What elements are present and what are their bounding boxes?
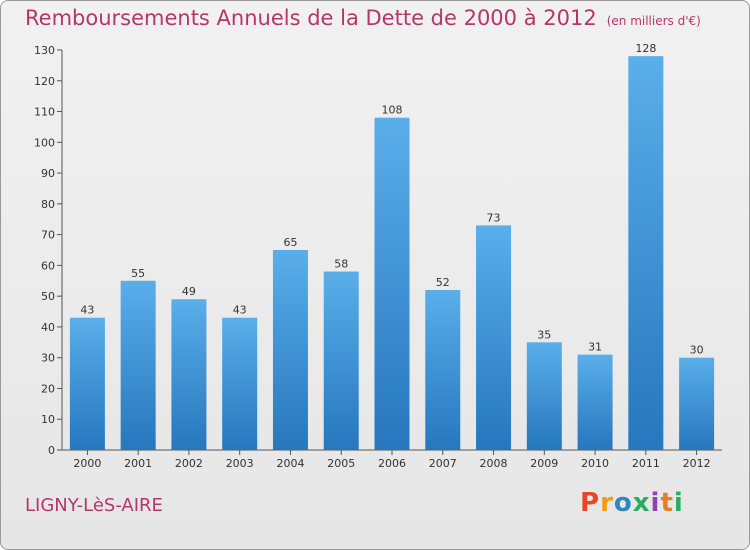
x-tick-label: 2000 [73,457,101,470]
bar [628,56,664,451]
data-label: 35 [537,328,551,341]
bar [679,357,715,450]
chart-title: Remboursements Annuels de la Dette de 20… [25,6,701,30]
y-tick-label: 100 [34,136,55,149]
y-tick-label: 90 [41,167,55,180]
y-tick-label: 40 [41,321,55,334]
data-label: 43 [233,304,247,317]
logo-letter: r [600,488,614,518]
x-tick-label: 2002 [175,457,203,470]
logo-letter: i [650,488,661,518]
data-label: 52 [436,276,450,289]
data-label: 65 [283,236,297,249]
chart-title-text: Remboursements Annuels de la Dette de 20… [25,6,597,30]
commune-name: LIGNY-LèS-AIRE [25,495,163,516]
chart-subtitle: (en milliers d'€) [606,14,701,28]
bar [526,342,562,450]
x-tick-label: 2003 [226,457,254,470]
logo-letter: x [632,488,651,518]
y-tick-label: 80 [41,198,55,211]
x-tick-label: 2004 [276,457,304,470]
bar [577,354,613,450]
data-label: 49 [182,285,196,298]
bar [374,117,410,450]
y-tick-label: 20 [41,382,55,395]
logo-letter: i [673,488,684,518]
bar [171,299,207,450]
bar [222,317,258,450]
x-tick-label: 2006 [378,457,406,470]
data-label: 43 [80,304,94,317]
y-tick-label: 0 [48,444,55,457]
bar [476,225,512,450]
x-tick-label: 2001 [124,457,152,470]
bar [323,271,359,450]
logo-letter: t [660,488,674,518]
data-label: 30 [690,344,704,357]
y-tick-label: 120 [34,75,55,88]
bar [120,280,156,450]
x-tick-label: 2009 [530,457,558,470]
x-tick-label: 2010 [581,457,609,470]
y-tick-label: 110 [34,106,55,119]
x-tick-label: 2005 [327,457,355,470]
data-label: 31 [588,341,602,354]
data-label: 73 [487,211,501,224]
y-tick-label: 30 [41,352,55,365]
data-label: 108 [382,104,403,117]
logo-letter: o [613,488,633,518]
data-label: 58 [334,258,348,271]
x-tick-label: 2012 [683,457,711,470]
y-tick-label: 130 [34,44,55,57]
bar [272,250,308,450]
data-label: 55 [131,267,145,280]
y-tick-label: 70 [41,229,55,242]
x-tick-label: 2007 [429,457,457,470]
logo-letter: P [580,488,601,518]
proxiti-logo: Proxiti [580,488,684,518]
bar [425,290,461,450]
y-tick-label: 50 [41,290,55,303]
y-tick-label: 60 [41,259,55,272]
x-tick-label: 2011 [632,457,660,470]
y-tick-label: 10 [41,413,55,426]
data-label: 128 [635,42,656,55]
x-tick-label: 2008 [480,457,508,470]
bar [69,317,105,450]
